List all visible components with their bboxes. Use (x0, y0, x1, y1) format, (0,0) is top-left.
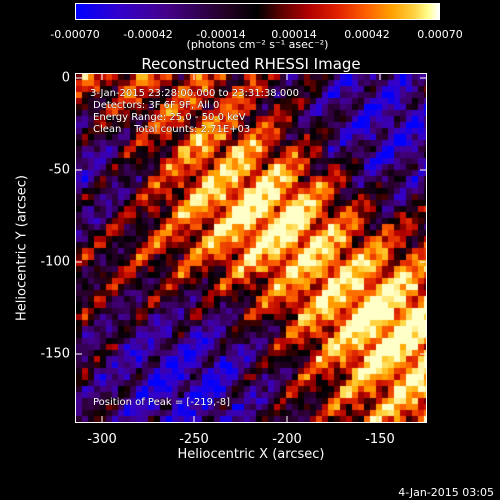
colorbar-tick: 0.00014 (271, 28, 317, 41)
colorbar-tick: 0.00070 (417, 28, 463, 41)
y-tick-label: 0 (61, 70, 70, 86)
x-axis-label: Heliocentric X (arcsec) (177, 447, 325, 462)
colorbar (75, 3, 440, 20)
colorbar-tick: 0.00042 (344, 28, 390, 41)
colorbar-units: (photons cm⁻² s⁻¹ asec⁻²) (186, 38, 329, 51)
y-tick-label: -100 (40, 254, 70, 270)
colorbar-tick: -0.00014 (196, 28, 246, 41)
colorbar-tick: -0.00070 (50, 28, 100, 41)
plot-title: Reconstructed RHESSI Image (141, 55, 361, 73)
annotation-time: 3-Jan-2015 23:28:00.000 to 23:31:38.000 (90, 88, 299, 99)
plot-area (75, 73, 427, 423)
x-tick-label: -200 (272, 432, 302, 447)
datestamp: 4-Jan-2015 03:05 (398, 486, 494, 499)
x-tick-label: -300 (87, 432, 117, 447)
y-axis-label: Heliocentric Y (arcsec) (14, 175, 30, 321)
x-tick-label: -250 (179, 432, 209, 447)
annotation-counts: Clean Total counts: 2.71E+03 (93, 124, 251, 135)
annotation-detectors: Detectors: 3F 6F 9F, All 0 (93, 100, 220, 111)
annotation-energy: Energy Range: 25.0 - 50.0 keV (93, 112, 246, 123)
x-tick-label: -150 (365, 432, 395, 447)
colorbar-tick: -0.00042 (123, 28, 173, 41)
rhessi-image (76, 74, 426, 422)
y-tick-label: -50 (48, 162, 70, 178)
annotation-peak: Position of Peak = [-219,-8] (93, 397, 231, 408)
y-tick-label: -150 (40, 346, 70, 362)
